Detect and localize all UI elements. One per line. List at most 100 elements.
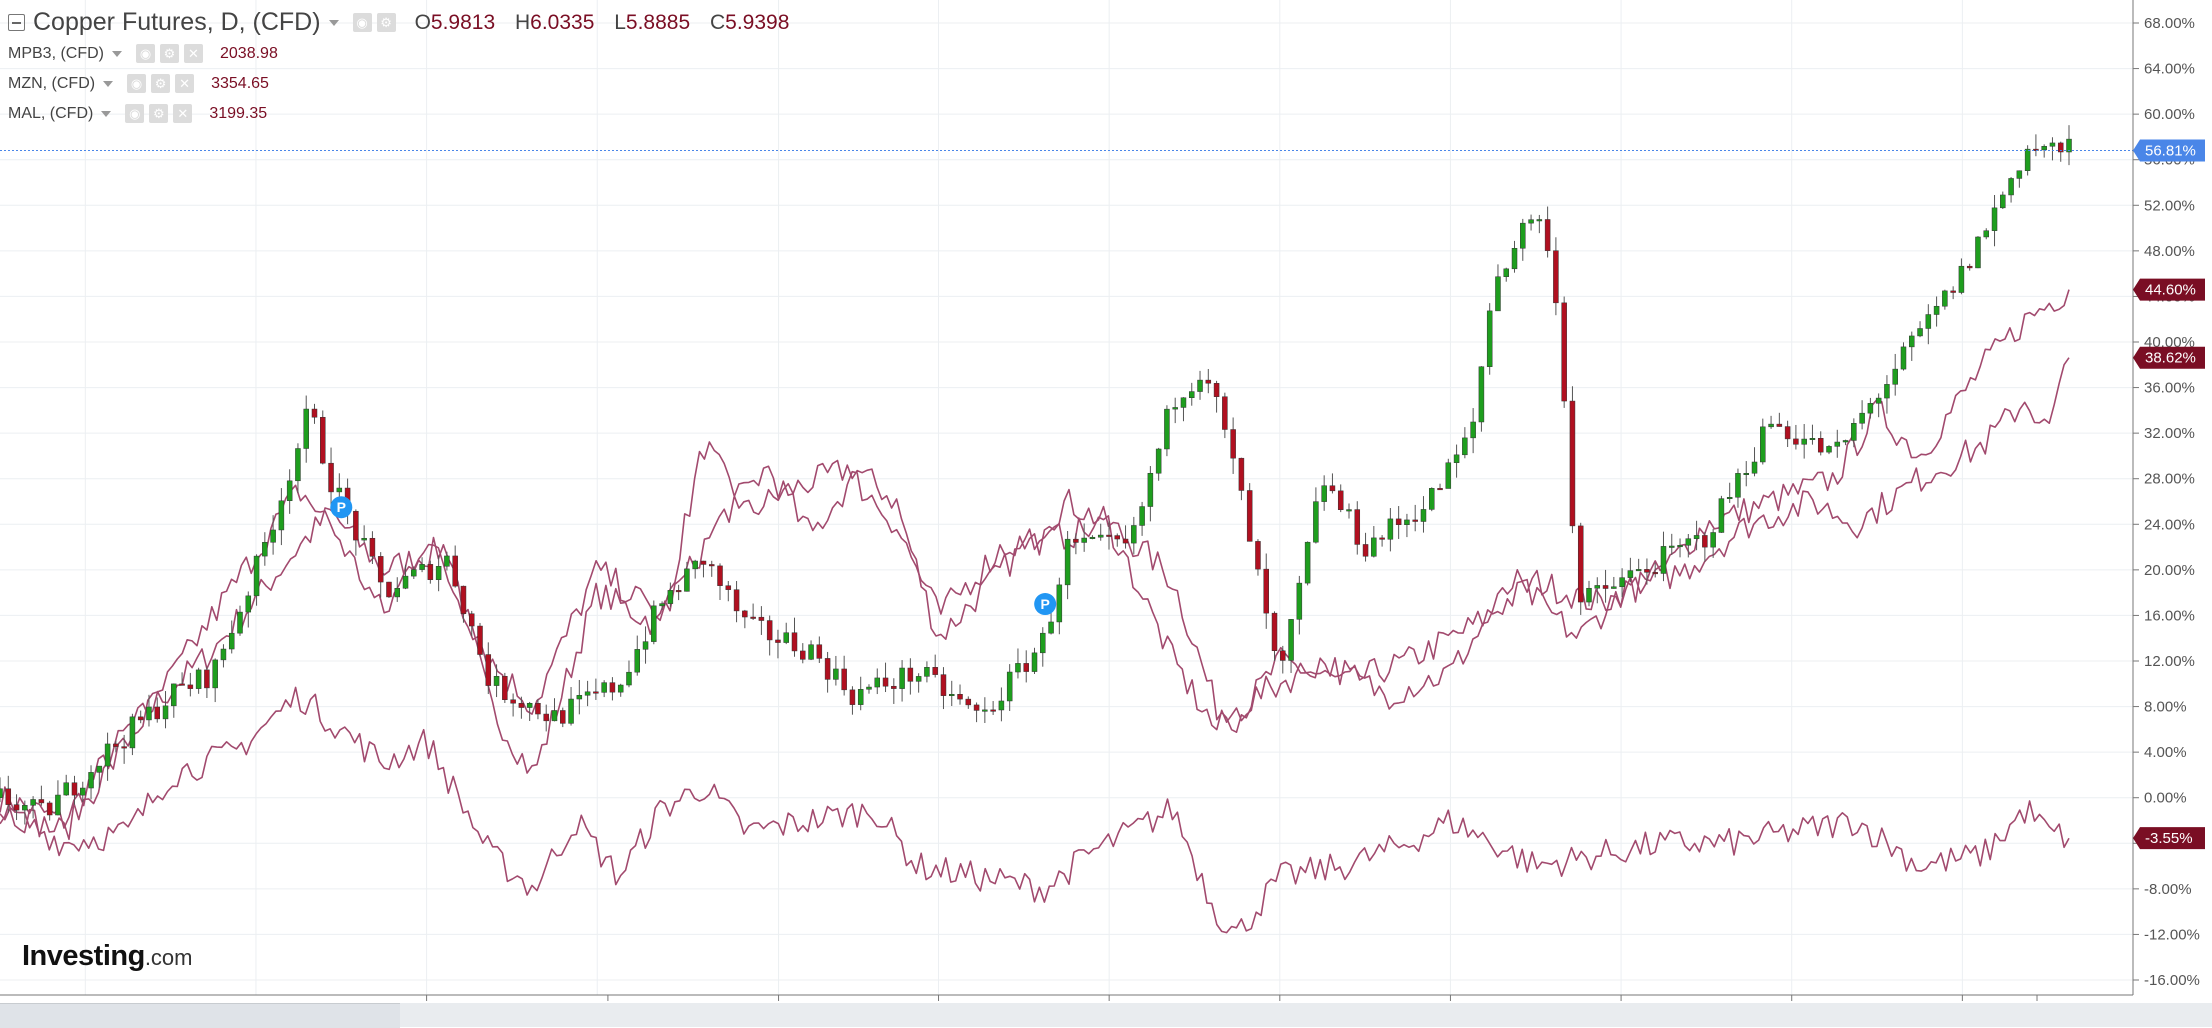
y-tick-label: 68.00% xyxy=(2144,15,2195,32)
candle-body xyxy=(1429,488,1435,510)
candle-body xyxy=(659,603,665,607)
candle-body xyxy=(626,671,632,686)
close-icon[interactable]: ✕ xyxy=(184,44,203,63)
candle-body xyxy=(171,683,177,707)
candle-body xyxy=(932,667,938,675)
candle-body xyxy=(758,616,765,621)
candle-body xyxy=(137,716,144,721)
candle-body xyxy=(907,667,914,682)
candle-body xyxy=(1693,535,1700,539)
candle-body xyxy=(1404,519,1410,525)
candle-body xyxy=(725,585,732,590)
bottom-tab[interactable] xyxy=(0,1003,400,1028)
candle-body xyxy=(1321,485,1327,502)
candle-body xyxy=(1925,314,1932,329)
gear-icon[interactable]: ⚙ xyxy=(160,44,179,63)
legend-row-mpb3: MPB3, (CFD) ◉ ⚙ ✕ 2038.98 xyxy=(8,44,278,63)
copper-candlesticks xyxy=(0,125,2072,825)
candle-body xyxy=(80,787,86,796)
y-tick-label: 60.00% xyxy=(2144,106,2195,123)
series-name[interactable]: MPB3, (CFD) xyxy=(8,44,104,62)
candle-body xyxy=(394,588,400,598)
candle-body xyxy=(609,682,616,693)
candle-body xyxy=(1188,391,1195,398)
series-name[interactable]: MAL, (CFD) xyxy=(8,104,94,122)
eye-icon[interactable]: ◉ xyxy=(125,104,145,123)
series-line-mal xyxy=(0,357,2070,841)
candle-body xyxy=(154,706,160,720)
candle-body xyxy=(1602,585,1609,589)
legend-row-mzn: MZN, (CFD) ◉ ⚙ ✕ 3354.65 xyxy=(8,74,269,93)
y-tick-label: 28.00% xyxy=(2144,471,2195,488)
candle-body xyxy=(336,487,343,493)
candle-body xyxy=(651,605,657,642)
candle-body xyxy=(940,674,947,696)
candle-body xyxy=(104,743,111,767)
gear-icon[interactable]: ⚙ xyxy=(149,104,169,123)
candle-body xyxy=(791,632,798,652)
chevron-down-icon[interactable] xyxy=(112,50,122,57)
candle-body xyxy=(642,641,649,650)
eye-icon[interactable]: ◉ xyxy=(136,44,155,63)
main-symbol-name[interactable]: Copper Futures, D, (CFD) xyxy=(33,8,321,36)
candle-body xyxy=(1586,587,1592,603)
candle-body xyxy=(262,542,268,557)
candle-body xyxy=(857,689,864,705)
candle-body xyxy=(742,610,748,618)
eye-icon[interactable]: ◉ xyxy=(127,74,147,93)
candle-body xyxy=(452,555,458,587)
gear-icon[interactable]: ⚙ xyxy=(151,74,171,93)
candle-body xyxy=(1867,403,1874,414)
candle-body xyxy=(55,794,61,816)
event-markers[interactable]: PP xyxy=(330,496,1057,616)
candle-body xyxy=(1743,473,1749,476)
y-tick-label: 0.00% xyxy=(2144,790,2187,807)
series-line-mpb3 xyxy=(0,686,2070,934)
candle-body xyxy=(543,713,549,722)
candle-body xyxy=(1669,545,1675,548)
candle-body xyxy=(2041,146,2047,151)
gear-icon[interactable]: ⚙ xyxy=(376,13,396,32)
chevron-down-icon[interactable] xyxy=(328,19,339,26)
candle-body xyxy=(824,658,831,680)
eye-icon[interactable]: ◉ xyxy=(352,13,372,32)
open-value: 5.9813 xyxy=(430,10,496,34)
candle-body xyxy=(2057,142,2064,153)
candle-body xyxy=(1056,584,1063,623)
candle-body xyxy=(700,560,707,565)
candle-body xyxy=(1263,568,1269,614)
candle-body xyxy=(733,589,740,612)
candle-body xyxy=(1420,509,1427,522)
badge-bg xyxy=(2133,278,2205,301)
candle-body xyxy=(1950,290,1956,293)
candle-body xyxy=(444,555,450,567)
candle-body xyxy=(2033,148,2039,151)
candle-body xyxy=(998,700,1005,711)
candle-body xyxy=(2000,194,2006,209)
close-icon[interactable]: ✕ xyxy=(175,74,195,93)
series-name[interactable]: MZN, (CFD) xyxy=(8,74,96,92)
y-tick-label: 64.00% xyxy=(2144,61,2195,78)
candle-body xyxy=(468,613,475,627)
candle-body xyxy=(1760,426,1766,463)
chevron-down-icon[interactable] xyxy=(103,80,114,87)
candle-body xyxy=(560,710,566,724)
candle-body xyxy=(1288,619,1294,661)
candle-body xyxy=(5,788,12,805)
candle-body xyxy=(924,667,930,677)
candle-body xyxy=(849,689,856,705)
ohlc-values: O5.9813 H6.0335 L5.8885 C5.9398 xyxy=(415,11,804,35)
grid-lines xyxy=(0,0,2133,995)
close-icon[interactable]: ✕ xyxy=(173,104,193,123)
collapse-legend-button[interactable] xyxy=(8,14,25,31)
low-value: 5.8885 xyxy=(625,10,691,34)
candle-body xyxy=(1081,537,1087,543)
candle-body xyxy=(1520,222,1526,249)
candle-body xyxy=(593,691,599,694)
candle-body xyxy=(502,675,508,700)
candle-body xyxy=(1983,230,1989,238)
candle-body xyxy=(816,644,823,659)
chevron-down-icon[interactable] xyxy=(101,110,112,117)
y-tick-label: -8.00% xyxy=(2144,881,2192,898)
